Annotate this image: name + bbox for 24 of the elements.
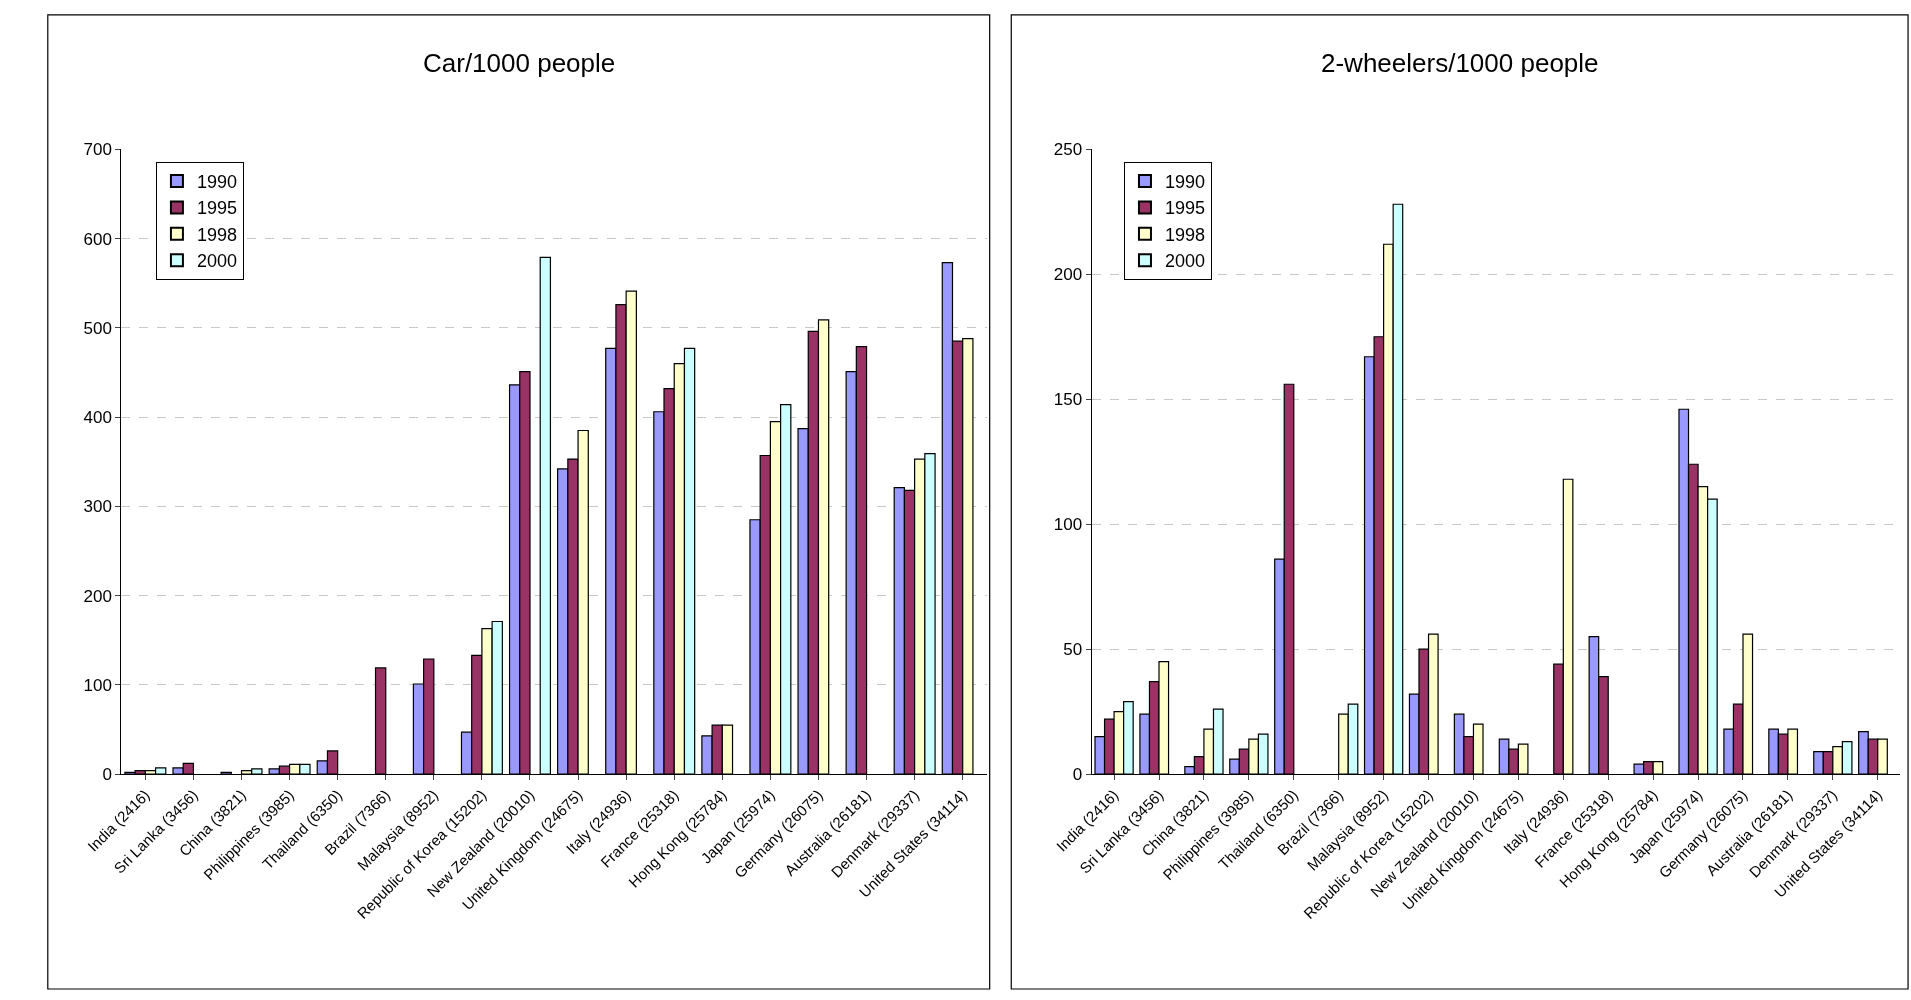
legend-label: 1995: [1164, 198, 1206, 219]
legend-label: 1990: [196, 172, 237, 192]
y-tick-label: 100: [83, 675, 112, 695]
y-tick-label: 0: [1072, 765, 1083, 785]
y-tick-label: 150: [1053, 390, 1083, 410]
legend-label: 1998: [1164, 224, 1206, 245]
y-tick-label: 700: [83, 140, 112, 160]
y-tick-label: 200: [1053, 265, 1083, 285]
legend-label: 1990: [1164, 172, 1206, 192]
legend-label: 2000: [1164, 251, 1206, 272]
y-tick-label: 0: [102, 765, 112, 785]
chart-title: 2-wheelers/1000 people: [1321, 48, 1599, 78]
y-tick-label: 400: [83, 408, 112, 428]
y-tick-label: 300: [83, 497, 112, 517]
y-tick-label: 200: [83, 586, 112, 606]
legend-label: 1995: [196, 198, 237, 219]
chart-title: Car/1000 people: [423, 48, 616, 78]
y-tick-label: 500: [83, 318, 112, 338]
y-tick-label: 50: [1063, 640, 1083, 660]
legend-label: 2000: [196, 251, 237, 272]
y-tick-label: 250: [1053, 140, 1083, 160]
y-tick-label: 600: [83, 229, 112, 249]
legend-label: 1998: [196, 224, 237, 245]
y-tick-label: 100: [1053, 515, 1083, 535]
